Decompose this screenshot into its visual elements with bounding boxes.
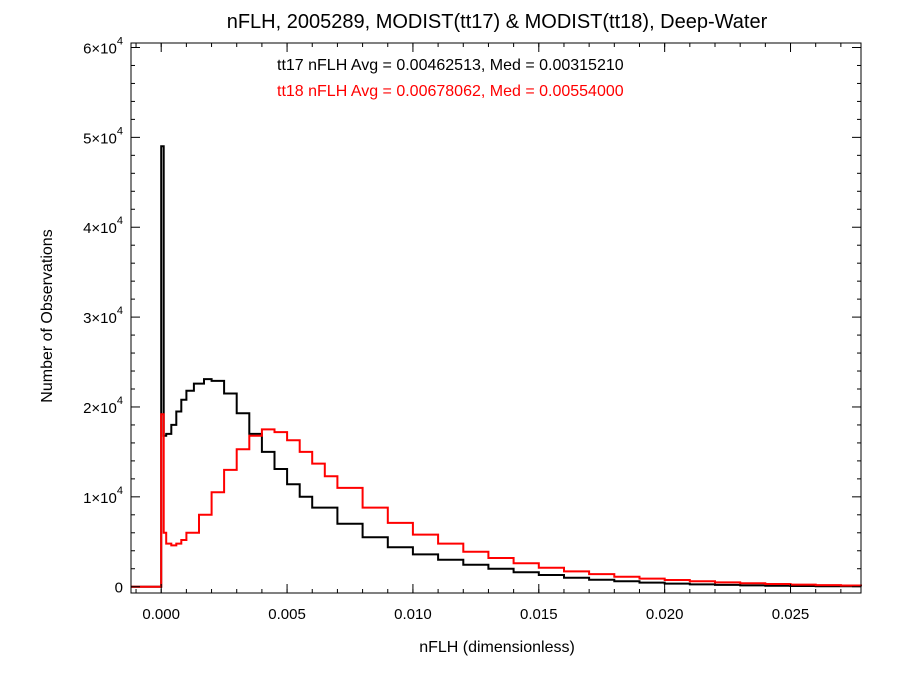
plot-frame bbox=[130, 42, 862, 594]
y-tick-label: 4×104 bbox=[83, 215, 123, 237]
y-tick-label: 5×104 bbox=[83, 125, 123, 147]
annotation-tt18: tt18 nFLH Avg = 0.00678062, Med = 0.0055… bbox=[277, 83, 624, 100]
y-tick-label: 0 bbox=[115, 580, 123, 597]
histogram-series-tt17 bbox=[131, 145, 862, 588]
x-tick-label: 0.000 bbox=[142, 606, 180, 623]
chart-title: nFLH, 2005289, MODIST(tt17) & MODIST(tt1… bbox=[227, 11, 768, 33]
y-tick-exponent: 4 bbox=[117, 485, 123, 497]
x-axis-label: nFLH (dimensionless) bbox=[419, 639, 575, 656]
x-tick-label: 0.015 bbox=[520, 606, 558, 623]
histogram-series-tt18 bbox=[131, 413, 862, 588]
x-tick-label: 0.020 bbox=[646, 606, 684, 623]
y-tick-label: 3×104 bbox=[83, 305, 123, 327]
y-tick-label: 1×104 bbox=[83, 485, 123, 507]
y-tick-mantissa: 1×10 bbox=[83, 490, 117, 507]
tick-layer: 0.000 0.005 0.010 0.015 0.020 0.02501×1042×10… bbox=[83, 35, 861, 623]
y-tick-mantissa: 6×10 bbox=[83, 40, 117, 57]
y-tick-exponent: 4 bbox=[117, 125, 123, 137]
y-tick-exponent: 4 bbox=[117, 35, 123, 47]
annotation-tt17: tt17 nFLH Avg = 0.00462513, Med = 0.0031… bbox=[277, 57, 624, 74]
y-tick-label: 6×104 bbox=[83, 35, 123, 57]
y-tick-label: 2×104 bbox=[83, 395, 123, 417]
y-tick-mantissa: 4×10 bbox=[83, 220, 117, 237]
x-tick-label: 0.005 bbox=[268, 606, 306, 623]
y-tick-mantissa: 0 bbox=[115, 580, 123, 597]
y-axis-label: Number of Observations bbox=[39, 229, 56, 402]
y-tick-mantissa: 2×10 bbox=[83, 400, 117, 417]
y-tick-mantissa: 3×10 bbox=[83, 310, 117, 327]
y-tick-mantissa: 5×10 bbox=[83, 130, 117, 147]
x-tick-label: 0.010 bbox=[394, 606, 432, 623]
y-tick-exponent: 4 bbox=[117, 215, 123, 227]
y-tick-exponent: 4 bbox=[117, 305, 123, 317]
series-layer bbox=[131, 145, 862, 588]
y-tick-exponent: 4 bbox=[117, 395, 123, 407]
x-tick-label: 0.025 bbox=[772, 606, 810, 623]
